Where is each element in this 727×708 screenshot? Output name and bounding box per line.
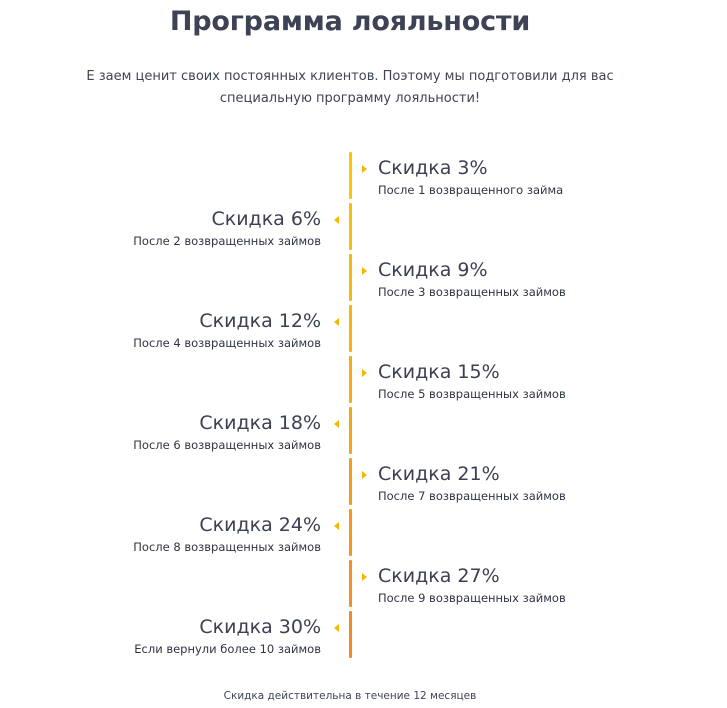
page-subtitle: Е заем ценит своих постоянных клиентов. … <box>70 66 630 110</box>
step-condition: После 3 возвращенных займов <box>378 285 566 299</box>
loyalty-step: Скидка 18% После 6 возвращенных займов <box>133 411 321 461</box>
subtitle-line-2: специальную программу лояльности! <box>219 91 481 106</box>
loyalty-step: Скидка 12% После 4 возвращенных займов <box>133 309 321 359</box>
loyalty-step: Скидка 21% После 7 возвращенных займов <box>378 462 566 512</box>
step-discount: Скидка 21% <box>378 463 500 485</box>
arrow-right-icon <box>362 165 367 173</box>
timeline-segment <box>349 152 352 199</box>
loyalty-step: Скидка 27% После 9 возвращенных займов <box>378 564 566 614</box>
loyalty-step: Скидка 6% После 2 возвращенных займов <box>133 207 321 257</box>
loyalty-step: Скидка 3% После 1 возвращенного займа <box>378 156 563 206</box>
step-condition: После 2 возвращенных займов <box>133 234 321 248</box>
arrow-left-icon <box>334 318 339 326</box>
timeline-segment <box>349 611 352 658</box>
step-condition: После 6 возвращенных займов <box>133 438 321 452</box>
step-discount: Скидка 15% <box>378 361 500 383</box>
arrow-right-icon <box>362 573 367 581</box>
step-discount: Скидка 27% <box>378 565 500 587</box>
timeline-segment <box>349 560 352 607</box>
timeline-segment <box>349 305 352 352</box>
page-title: Программа лояльности <box>169 6 531 37</box>
validity-note: Скидка действительна в течение 12 месяце… <box>223 690 477 702</box>
loyalty-timeline: Скидка 3% После 1 возвращенного займа Ск… <box>0 152 727 662</box>
arrow-left-icon <box>334 216 339 224</box>
arrow-right-icon <box>362 471 367 479</box>
step-condition: После 7 возвращенных займов <box>378 489 566 503</box>
timeline-segment <box>349 203 352 250</box>
step-discount: Скидка 24% <box>199 514 321 536</box>
timeline-segment <box>349 458 352 505</box>
timeline-segment <box>349 509 352 556</box>
step-condition: После 5 возвращенных займов <box>378 387 566 401</box>
step-discount: Скидка 9% <box>378 259 488 281</box>
step-discount: Скидка 30% <box>199 616 321 638</box>
step-discount: Скидка 12% <box>199 310 321 332</box>
arrow-right-icon <box>362 369 367 377</box>
step-condition: После 8 возвращенных займов <box>133 540 321 554</box>
loyalty-step: Скидка 9% После 3 возвращенных займов <box>378 258 566 308</box>
step-condition: После 9 возвращенных займов <box>378 591 566 605</box>
loyalty-step: Скидка 15% После 5 возвращенных займов <box>378 360 566 410</box>
arrow-left-icon <box>334 522 339 530</box>
arrow-right-icon <box>362 267 367 275</box>
loyalty-step: Скидка 24% После 8 возвращенных займов <box>133 513 321 563</box>
arrow-left-icon <box>334 624 339 632</box>
arrow-left-icon <box>334 420 339 428</box>
step-discount: Скидка 3% <box>378 157 488 179</box>
subtitle-line-1: Е заем ценит своих постоянных клиентов. … <box>86 69 614 84</box>
step-condition: После 4 возвращенных займов <box>133 336 321 350</box>
step-discount: Скидка 6% <box>211 208 321 230</box>
step-discount: Скидка 18% <box>199 412 321 434</box>
step-condition: После 1 возвращенного займа <box>378 183 564 197</box>
loyalty-step: Скидка 30% Если вернули более 10 займов <box>134 615 321 665</box>
timeline-segment <box>349 407 352 454</box>
timeline-segment <box>349 254 352 301</box>
timeline-segment <box>349 356 352 403</box>
step-condition: Если вернули более 10 займов <box>134 642 321 656</box>
